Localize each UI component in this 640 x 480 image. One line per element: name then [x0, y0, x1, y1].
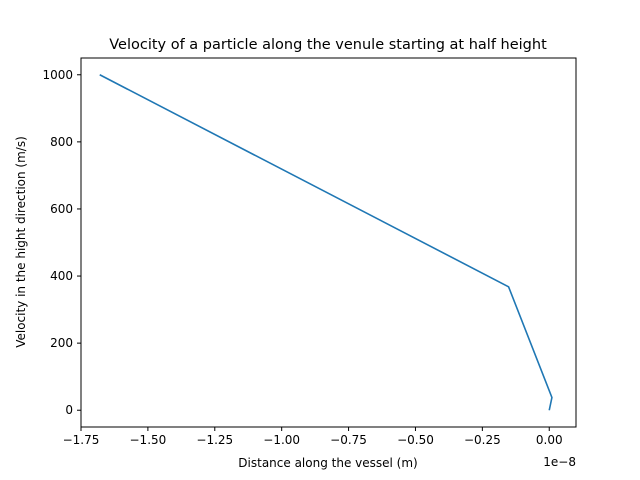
- x-axis-offset-label: 1e−8: [543, 455, 576, 469]
- y-tick-label: 400: [50, 269, 73, 283]
- x-tick-label: 0.00: [536, 433, 563, 447]
- x-tick-label: −1.25: [196, 433, 233, 447]
- x-tick-label: −1.50: [130, 433, 167, 447]
- series-line: [99, 74, 553, 411]
- plot-frame: [80, 57, 577, 428]
- x-tick-label: −1.00: [263, 433, 300, 447]
- x-tick-label: −0.50: [397, 433, 434, 447]
- y-tick-label: 0: [65, 403, 73, 417]
- y-axis-label: Velocity in the hight direction (m/s): [14, 136, 28, 348]
- y-tick-label: 1000: [42, 68, 73, 82]
- y-axis: 0 200 400 600 800 1000: [42, 68, 81, 417]
- x-tick-label: −1.75: [63, 433, 100, 447]
- chart-title: Velocity of a particle along the venule …: [109, 37, 547, 53]
- x-tick-label: −0.75: [330, 433, 367, 447]
- y-tick-label: 800: [50, 135, 73, 149]
- x-axis-label: Distance along the vessel (m): [238, 456, 417, 470]
- series-layer: [99, 74, 553, 411]
- y-tick-label: 600: [50, 202, 73, 216]
- x-tick-label: −0.25: [464, 433, 501, 447]
- x-axis: −1.75 −1.50 −1.25 −1.00 −0.75 −0.50 −0.25 0.00: [63, 427, 563, 447]
- y-tick-label: 200: [50, 336, 73, 350]
